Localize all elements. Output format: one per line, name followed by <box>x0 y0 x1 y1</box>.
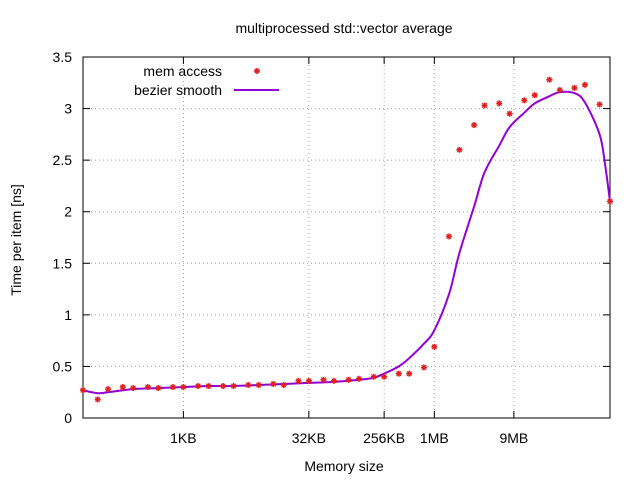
data-point <box>255 381 262 388</box>
data-point <box>80 387 86 394</box>
data-point <box>155 385 162 392</box>
data-point <box>356 375 363 382</box>
data-point <box>370 373 377 380</box>
data-point <box>521 97 528 104</box>
x-tick-label: 1MB <box>420 430 449 446</box>
data-point <box>420 364 427 371</box>
data-point <box>596 101 603 108</box>
data-point <box>506 110 513 117</box>
data-point <box>320 376 327 383</box>
data-point <box>330 377 337 384</box>
series-line-bezier-smooth <box>82 90 611 395</box>
y-tick-label: 1 <box>64 307 72 323</box>
y-tick-label: 0 <box>64 410 72 426</box>
data-point <box>280 381 287 388</box>
data-point <box>345 376 352 383</box>
x-axis-label: Memory size <box>304 458 384 474</box>
data-point <box>295 377 302 384</box>
data-point <box>496 100 503 107</box>
y-axis-label: Time per item [ns] <box>8 184 24 296</box>
x-tick-label: 1KB <box>170 430 196 446</box>
plot-border <box>82 56 611 419</box>
y-tick-label: 2.5 <box>53 152 73 168</box>
legend: mem access bezier smooth <box>134 63 279 98</box>
data-point <box>94 396 101 403</box>
data-point <box>205 383 212 390</box>
x-tick-label: 256KB <box>363 430 405 446</box>
series-mem-access <box>80 76 613 403</box>
data-point <box>531 92 538 99</box>
chart-title: multiprocessed std::vector average <box>235 20 452 36</box>
data-point <box>571 84 578 91</box>
data-point <box>456 146 463 153</box>
data-point <box>230 383 237 390</box>
data-point <box>607 198 613 205</box>
data-point <box>130 385 137 392</box>
y-tick-label: 3 <box>64 101 72 117</box>
x-tick-label: 9MB <box>499 430 528 446</box>
data-point <box>180 384 187 391</box>
data-point <box>395 370 402 377</box>
data-point <box>471 122 478 129</box>
data-point <box>581 81 588 88</box>
legend-label-mem-access: mem access <box>143 63 222 79</box>
data-point <box>144 384 151 391</box>
data-point <box>431 343 438 350</box>
data-point <box>270 380 277 387</box>
x-tick-labels: 1KB 32KB 256KB 1MB 9MB <box>170 430 528 446</box>
data-point <box>305 377 312 384</box>
data-point <box>406 370 413 377</box>
legend-marker-mem-access <box>254 68 260 74</box>
legend-label-bezier-smooth: bezier smooth <box>134 82 222 98</box>
y-tick-label: 3.5 <box>53 49 73 65</box>
data-point <box>195 383 202 390</box>
data-point <box>556 87 563 94</box>
data-point <box>105 386 112 393</box>
y-tick-labels: 0 0.5 1 1.5 2 2.5 3 3.5 <box>53 49 73 426</box>
y-tick-label: 0.5 <box>53 358 73 374</box>
grid <box>83 57 610 418</box>
data-point <box>169 384 176 391</box>
data-point <box>220 383 227 390</box>
series-bezier-smooth <box>82 90 611 395</box>
data-point <box>481 102 488 109</box>
axes <box>82 56 611 419</box>
y-tick-label: 2 <box>64 204 72 220</box>
x-tick-label: 32KB <box>292 430 326 446</box>
y-tick-label: 1.5 <box>53 255 73 271</box>
data-point <box>546 76 553 83</box>
data-point <box>119 384 126 391</box>
data-point <box>381 373 388 380</box>
data-point <box>245 381 252 388</box>
data-point <box>446 233 453 240</box>
